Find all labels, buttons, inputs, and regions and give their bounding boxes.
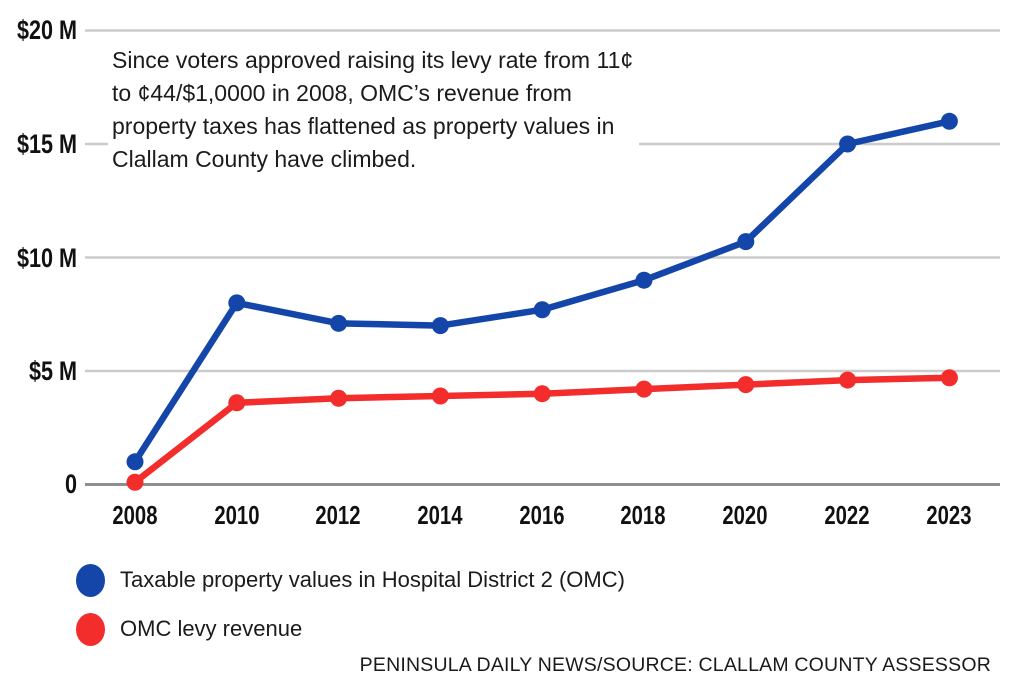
blue-series-swatch-icon	[76, 563, 105, 597]
y-tick-10m: $10 M	[16, 243, 77, 273]
x-tick-2023: 2023	[926, 500, 972, 530]
legend-item-levy-revenue: OMC levy revenue	[76, 612, 625, 646]
legend-label-levy-revenue: OMC levy revenue	[120, 616, 303, 641]
y-tick-5m: $5 M	[28, 356, 77, 386]
legend-label-property-values: Taxable property values in Hospital Dist…	[120, 567, 625, 592]
x-tick-2018: 2018	[620, 500, 666, 530]
y-tick-0: 0	[64, 469, 77, 499]
x-tick-2010: 2010	[214, 500, 260, 530]
x-tick-2022: 2022	[824, 500, 870, 530]
y-tick-15m: $15 M	[16, 129, 77, 159]
legend-item-property-values: Taxable property values in Hospital Dist…	[76, 563, 625, 597]
x-tick-2008: 2008	[112, 500, 158, 530]
y-tick-20m: $20 M	[16, 15, 77, 45]
x-tick-2020: 2020	[722, 500, 768, 530]
x-tick-2012: 2012	[315, 500, 361, 530]
legend: Taxable property values in Hospital Dist…	[76, 563, 625, 661]
x-tick-2014: 2014	[417, 500, 463, 530]
red-series-swatch-icon	[76, 612, 105, 646]
chart-annotation: Since voters approved raising its levy r…	[108, 42, 640, 178]
x-tick-2016: 2016	[519, 500, 565, 530]
source-credit: PENINSULA DAILY NEWS/SOURCE: CLALLAM COU…	[359, 654, 991, 676]
